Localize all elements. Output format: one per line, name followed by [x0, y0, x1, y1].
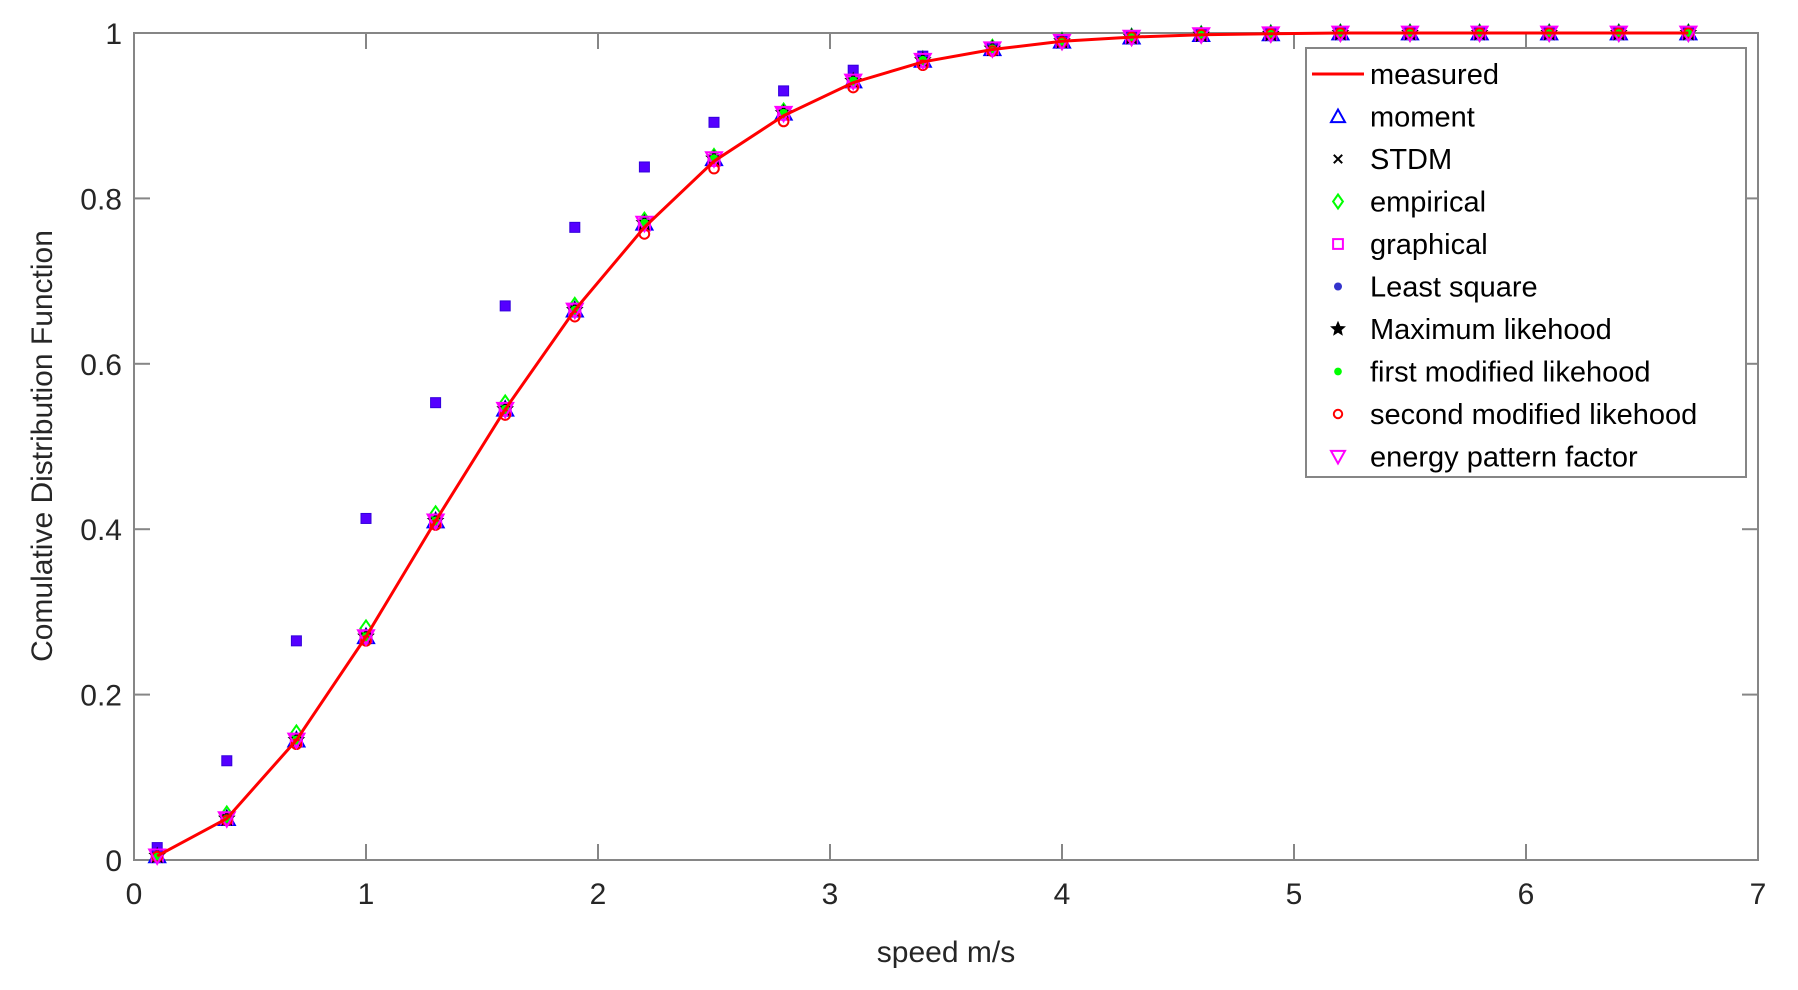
legend-entry: STDM	[1333, 144, 1452, 176]
legend-entry: moment	[1329, 102, 1475, 134]
legend-label: STDM	[1370, 144, 1452, 176]
legend-label: graphical	[1370, 229, 1488, 261]
x-tick-label: 5	[1286, 878, 1303, 911]
legend-box	[1305, 47, 1747, 478]
x-axis-label: speed m/s	[877, 936, 1015, 969]
legend-entry: graphical	[1332, 229, 1488, 261]
y-tick-label: 0	[105, 845, 122, 878]
legend-label: first modified likehood	[1370, 357, 1650, 389]
data-series	[147, 22, 1699, 866]
series-measured-line	[156, 31, 1689, 858]
legend-label: Least square	[1370, 272, 1538, 304]
legend-entry: second modified likehood	[1332, 399, 1697, 431]
axis-ticks	[133, 32, 1759, 861]
star-icon	[1330, 320, 1346, 336]
legend: measured moment STDM empirical graphical Leas…	[1305, 47, 1747, 478]
y-axis-label: Comulative Distribution Function	[26, 230, 59, 662]
legend-label: Maximum likehood	[1370, 314, 1612, 346]
legend-entry: Least square	[1334, 272, 1538, 304]
x-tick-label: 4	[1054, 878, 1071, 911]
x-mark-icon	[1333, 154, 1343, 164]
legend-entry: Maximum likehood	[1330, 314, 1612, 346]
x-tick-label: 2	[590, 878, 607, 911]
y-tick-label: 0.8	[80, 183, 122, 216]
x-tick-label: 3	[822, 878, 839, 911]
legend-entry: energy pattern factor	[1329, 442, 1638, 474]
y-tick-label: 0.6	[80, 349, 122, 382]
x-tick-label: 0	[126, 878, 143, 911]
legend-label: energy pattern factor	[1370, 442, 1638, 474]
legend-label: moment	[1370, 102, 1475, 134]
legend-label: measured	[1370, 59, 1499, 91]
dot-icon	[1334, 282, 1342, 291]
legend-entry: first modified likehood	[1334, 357, 1650, 389]
x-tick-label: 6	[1518, 878, 1535, 911]
y-tick-labels: 0 0.2 0.4 0.6 0.8 1	[80, 18, 122, 878]
triangle-up-icon	[1329, 107, 1347, 124]
legend-entry: measured	[1312, 59, 1499, 91]
triangle-down-icon	[1329, 449, 1347, 466]
x-tick-label: 1	[358, 878, 375, 911]
x-tick-label: 7	[1750, 878, 1767, 911]
diamond-icon	[1331, 192, 1345, 211]
y-tick-label: 0.4	[80, 514, 122, 547]
legend-entry: empirical	[1331, 187, 1486, 219]
filled-circle-icon	[1334, 367, 1342, 376]
y-tick-label: 0.2	[80, 680, 122, 713]
legend-label: second modified likehood	[1370, 399, 1697, 431]
y-tick-label: 1	[105, 18, 122, 51]
square-icon	[1332, 238, 1344, 250]
x-tick-labels: 0 1 2 3 4 5 6 7	[126, 878, 1767, 911]
legend-label: empirical	[1370, 187, 1486, 219]
circle-icon	[1332, 408, 1344, 420]
